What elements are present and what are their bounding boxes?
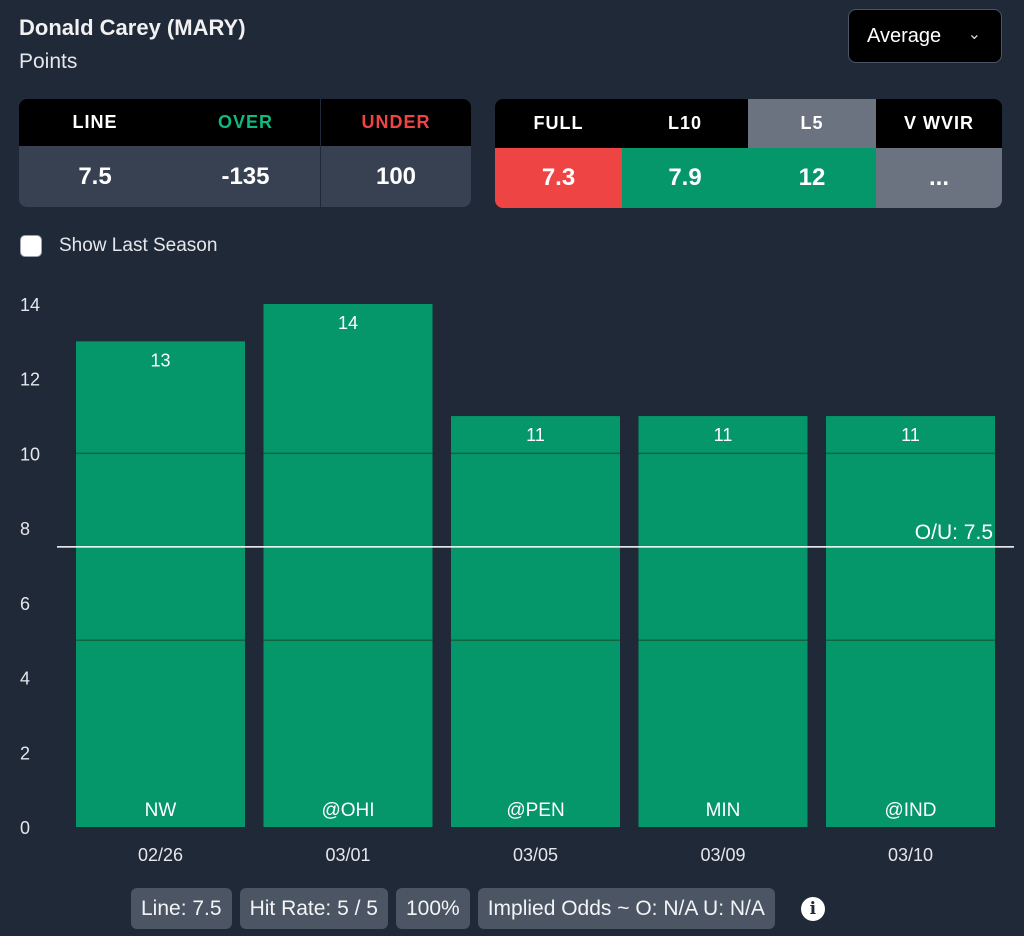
bar-opponent-label: @OHI	[321, 800, 374, 821]
summary-pills: Line: 7.5 Hit Rate: 5 / 5 100% Implied O…	[131, 888, 825, 929]
bar	[638, 416, 808, 827]
chevron-down-icon: ⌄	[967, 26, 981, 43]
player-title: Donald Carey (MARY)	[19, 15, 246, 40]
bar	[451, 416, 620, 827]
bar-value-label: 13	[150, 350, 170, 370]
l5-value: 12	[748, 148, 876, 208]
y-tick-label: 10	[20, 444, 40, 464]
line-header: LINE	[19, 99, 171, 146]
over-value: -135	[221, 162, 270, 190]
y-tick-label: 2	[20, 743, 30, 763]
bar-opponent-label: @IND	[884, 800, 936, 821]
show-last-season-label[interactable]: Show Last Season	[59, 235, 218, 256]
y-tick-label: 4	[20, 669, 30, 689]
l10-value: 7.9	[622, 148, 748, 208]
info-icon[interactable]: i	[800, 896, 825, 921]
dropdown-value: Average	[867, 24, 942, 47]
bar-chart: 0 2 4 6 8 10 12 14 13 NW 02/26 14 @OHI 03/01 11 @PEN 03/…	[20, 295, 1014, 865]
bar	[826, 416, 995, 827]
under-header: UNDER	[320, 99, 471, 146]
x-tick-label: 03/05	[513, 845, 558, 865]
bar-opponent-label: MIN	[706, 800, 741, 821]
bar	[76, 341, 245, 827]
bar-opponent-label: @PEN	[506, 800, 564, 821]
splits-table: FULL L10 L5 V WVIR 7.3 7.9 12 ...	[495, 99, 1002, 208]
over-under-label: O/U: 7.5	[915, 521, 993, 544]
y-tick-label: 0	[20, 818, 30, 838]
odds-table: LINE OVER UNDER 7.5 -135 100	[19, 99, 471, 207]
tab-full[interactable]: FULL	[495, 99, 622, 148]
y-tick-label: 8	[20, 519, 30, 539]
hit-percent-pill: 100%	[395, 888, 470, 929]
bar	[263, 304, 433, 827]
y-tick-label: 6	[20, 594, 30, 614]
under-value: 100	[320, 146, 471, 207]
x-tick-label: 03/01	[325, 845, 370, 865]
y-tick-label: 12	[20, 370, 40, 390]
implied-odds-pill: Implied Odds ~ O: N/A U: N/A	[477, 888, 775, 929]
bar-value-label: 11	[526, 425, 545, 445]
y-tick-label: 14	[20, 295, 40, 315]
line-value: 7.5	[78, 162, 112, 190]
tab-l10[interactable]: L10	[622, 99, 748, 148]
x-tick-label: 02/26	[138, 845, 183, 865]
bar-value-label: 14	[338, 313, 358, 333]
tab-vs-wvir[interactable]: V WVIR	[876, 99, 1002, 148]
line-pill: Line: 7.5	[131, 888, 232, 929]
bar-value-label: 11	[901, 425, 920, 445]
show-last-season-checkbox[interactable]	[20, 235, 42, 257]
bar-opponent-label: NW	[145, 800, 177, 821]
tab-l5[interactable]: L5	[748, 99, 876, 148]
average-dropdown[interactable]: Average ⌄	[848, 9, 1002, 63]
full-value: 7.3	[495, 148, 622, 208]
x-tick-label: 03/09	[700, 845, 745, 865]
vs-wvir-value: ...	[876, 148, 1002, 208]
over-header: OVER	[171, 99, 320, 146]
hit-rate-pill: Hit Rate: 5 / 5	[239, 888, 388, 929]
bar-value-label: 11	[714, 425, 733, 445]
stat-subtitle: Points	[19, 50, 78, 73]
x-tick-label: 03/10	[888, 845, 933, 865]
